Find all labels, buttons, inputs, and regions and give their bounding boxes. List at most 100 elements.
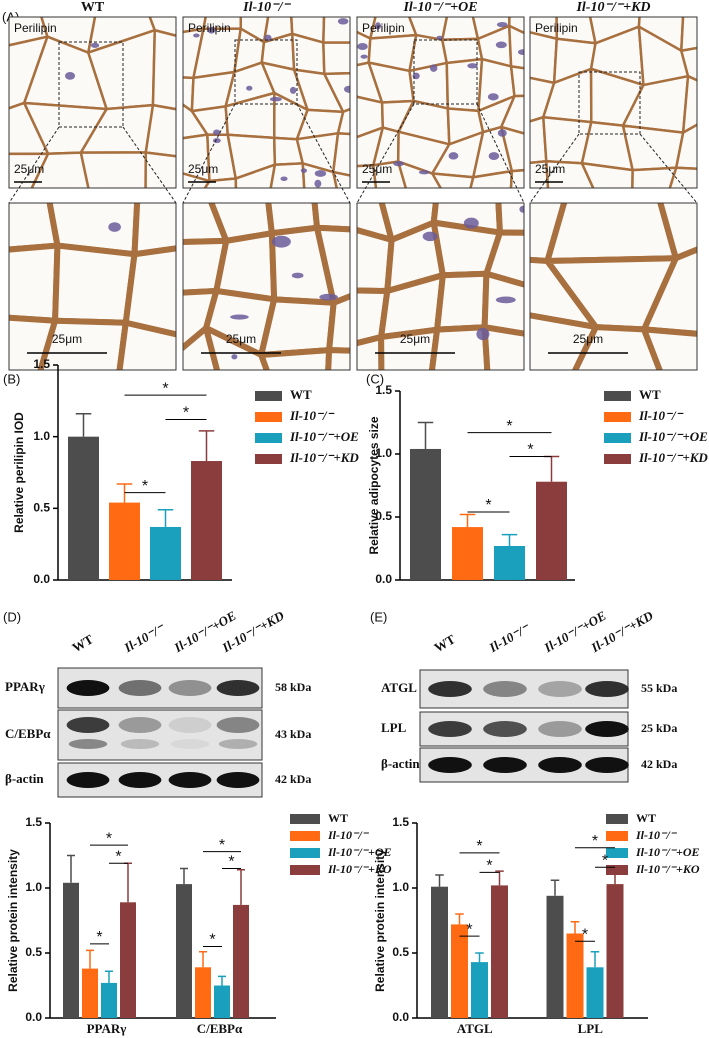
error-bar xyxy=(237,869,245,905)
significance-star: * xyxy=(485,497,491,514)
nucleus xyxy=(448,152,459,160)
adipocyte xyxy=(148,17,176,37)
adipocyte xyxy=(680,17,697,52)
legend-swatch xyxy=(604,433,631,443)
lane-label: Il-10⁻/⁻ xyxy=(486,619,534,655)
protein-label: PPARγ xyxy=(5,679,45,694)
significance-star: * xyxy=(466,921,472,938)
error-bar xyxy=(550,879,560,896)
adipocyte xyxy=(621,124,685,172)
legend-swatch xyxy=(290,865,320,875)
nucleus xyxy=(496,21,508,28)
significance-star: * xyxy=(486,858,492,875)
zoom-line xyxy=(8,126,60,204)
error-bar xyxy=(435,874,444,887)
nucleus xyxy=(517,49,524,55)
adipocyte xyxy=(323,71,350,114)
nucleus xyxy=(422,231,438,242)
bar xyxy=(150,526,181,580)
adipocyte xyxy=(429,324,491,370)
adipocyte xyxy=(378,326,441,370)
blot-band xyxy=(483,721,527,737)
y-tick-label: 0.0 xyxy=(25,1010,42,1024)
nucleus xyxy=(467,63,478,69)
legend-label: Il-10⁻/⁻+KD xyxy=(638,450,708,465)
lane-label: WT xyxy=(69,631,96,655)
protein-label: ATGL xyxy=(381,680,417,695)
adipocyte xyxy=(500,125,524,173)
protein-label: β-actin xyxy=(381,756,420,771)
error-bar xyxy=(157,509,174,527)
protein-label: LPL xyxy=(381,720,407,735)
blot-band xyxy=(168,717,212,733)
nucleus xyxy=(374,22,381,30)
y-tick-label: 1.0 xyxy=(375,446,392,460)
adipocyte xyxy=(631,166,678,188)
error-bar xyxy=(501,533,518,546)
group-header: Il-10⁻/⁻+KD xyxy=(575,0,650,15)
inset-box xyxy=(413,39,478,105)
nucleus xyxy=(271,235,291,248)
nucleus xyxy=(476,327,490,341)
bar xyxy=(195,967,211,1018)
adipocyte xyxy=(668,166,697,188)
blot-band xyxy=(218,739,258,749)
panel-label: (D) xyxy=(3,609,21,624)
y-axis-label: Relative protein intensity xyxy=(373,849,387,992)
nucleus xyxy=(213,129,221,136)
bar xyxy=(191,461,222,580)
blot-band xyxy=(118,680,162,696)
blot-band xyxy=(483,681,527,697)
blot-band xyxy=(66,717,110,733)
panel-label: (E) xyxy=(370,609,387,624)
significance-star: * xyxy=(162,380,168,397)
bar xyxy=(233,904,249,1018)
bar xyxy=(68,436,99,580)
scale-label: 25μm xyxy=(535,162,565,176)
group-header: Il-10⁻/⁻ xyxy=(242,0,291,15)
y-tick-label: 1.0 xyxy=(25,880,42,894)
adipocyte xyxy=(469,169,514,188)
error-bar xyxy=(570,921,580,934)
x-tick-label: ATGL xyxy=(457,1021,493,1036)
y-axis-label: Relative adipocytes size xyxy=(367,416,381,554)
image-border xyxy=(529,202,698,371)
y-tick-label: 1.5 xyxy=(25,815,42,829)
bar xyxy=(494,545,525,580)
error-bar xyxy=(75,412,92,437)
bar xyxy=(109,502,140,580)
bar xyxy=(536,481,567,580)
nucleus xyxy=(429,64,438,72)
tissue-image xyxy=(357,17,524,188)
error-bar xyxy=(116,483,133,503)
blot-band xyxy=(428,721,472,737)
error-bar xyxy=(180,867,188,885)
legend-swatch xyxy=(604,412,631,422)
nucleus xyxy=(269,97,282,102)
bar xyxy=(82,968,98,1018)
significance-star: * xyxy=(209,932,215,949)
adipocyte xyxy=(122,245,176,338)
zoom-line xyxy=(122,126,177,204)
error-bar xyxy=(198,430,215,462)
legend-swatch xyxy=(290,848,320,858)
zoom-line xyxy=(296,103,351,204)
blot-band xyxy=(216,680,260,696)
legend-swatch xyxy=(255,391,282,401)
legend-label: Il-10⁻/⁻ xyxy=(289,408,335,423)
bar xyxy=(63,882,79,1018)
legend-swatch xyxy=(255,454,282,464)
image-border xyxy=(8,202,177,371)
blot-band xyxy=(118,717,162,733)
significance-star: * xyxy=(183,405,189,422)
significance-star: * xyxy=(96,929,102,946)
legend-label: WT xyxy=(328,811,348,825)
legend-swatch xyxy=(255,433,282,443)
blot-band xyxy=(66,680,110,696)
tissue-image xyxy=(357,203,524,370)
y-axis-label: Relative protein intensity xyxy=(6,849,20,992)
bar xyxy=(452,527,483,580)
nucleus xyxy=(497,129,507,137)
adipocyte xyxy=(151,28,176,111)
legend-swatch xyxy=(290,814,320,824)
